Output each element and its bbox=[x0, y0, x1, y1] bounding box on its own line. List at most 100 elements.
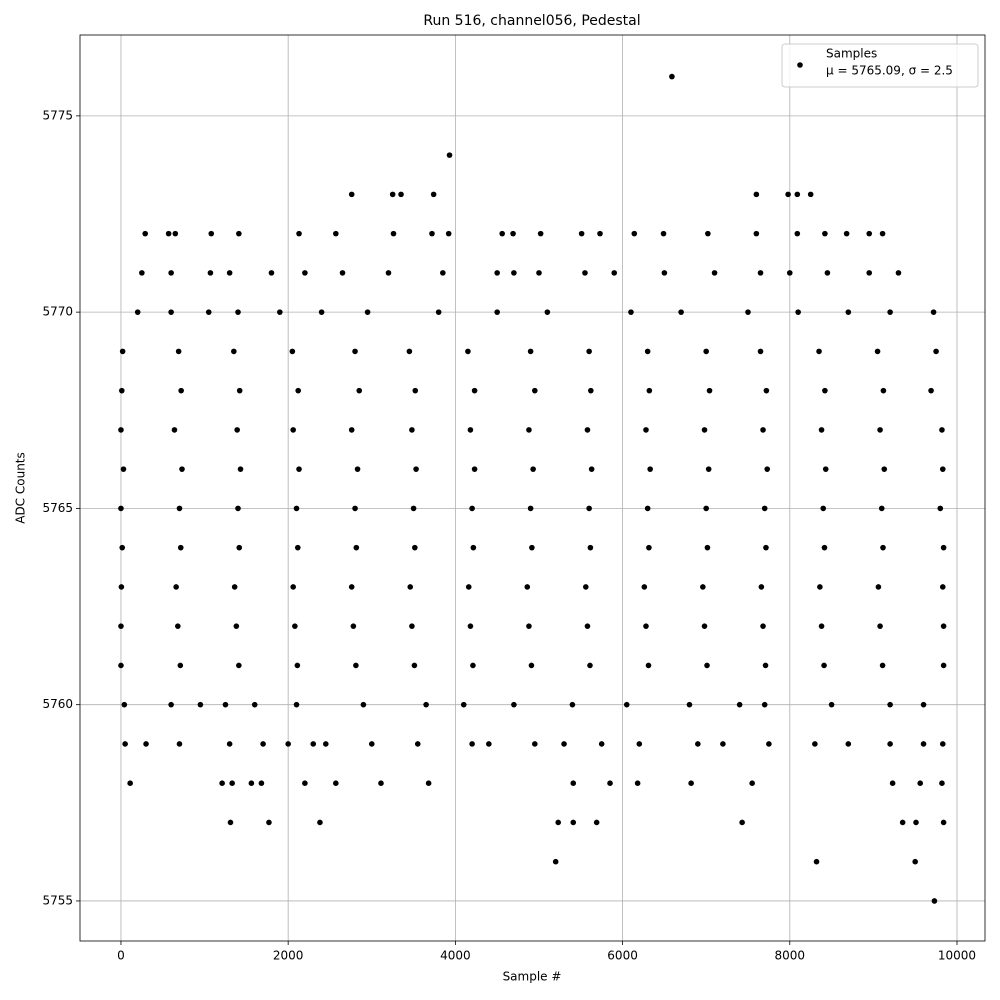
point bbox=[389, 191, 396, 198]
point bbox=[234, 427, 240, 433]
point bbox=[177, 544, 184, 551]
point bbox=[229, 780, 235, 786]
point bbox=[843, 230, 850, 237]
point bbox=[368, 741, 375, 747]
point bbox=[887, 741, 893, 747]
y-tick-label: 5775 bbox=[42, 108, 73, 122]
point bbox=[939, 466, 946, 472]
point bbox=[703, 348, 709, 355]
point bbox=[813, 858, 820, 865]
point bbox=[794, 191, 801, 198]
point bbox=[445, 230, 452, 237]
point bbox=[294, 662, 301, 669]
point bbox=[940, 623, 947, 629]
point bbox=[290, 584, 296, 590]
point bbox=[874, 348, 881, 355]
point bbox=[469, 741, 475, 747]
point bbox=[178, 387, 184, 394]
point bbox=[544, 309, 551, 315]
point bbox=[119, 387, 125, 394]
point bbox=[570, 819, 577, 826]
point bbox=[536, 270, 542, 276]
point bbox=[686, 701, 693, 708]
point bbox=[939, 780, 945, 786]
point bbox=[226, 741, 233, 747]
point bbox=[446, 152, 453, 158]
point bbox=[348, 427, 355, 433]
point bbox=[895, 270, 902, 276]
point bbox=[920, 741, 927, 747]
point bbox=[134, 309, 141, 315]
point bbox=[364, 309, 371, 315]
point bbox=[139, 270, 145, 276]
point bbox=[701, 623, 708, 629]
point bbox=[739, 819, 745, 826]
point bbox=[511, 701, 517, 708]
point bbox=[879, 230, 886, 237]
point bbox=[429, 230, 435, 237]
point bbox=[933, 348, 939, 355]
point bbox=[296, 466, 302, 472]
point bbox=[940, 544, 947, 551]
point bbox=[745, 309, 751, 315]
point bbox=[233, 623, 240, 629]
point bbox=[537, 230, 544, 237]
point bbox=[486, 741, 492, 747]
point bbox=[118, 662, 124, 669]
point bbox=[423, 701, 429, 708]
point bbox=[931, 898, 938, 904]
point bbox=[352, 505, 358, 512]
point bbox=[467, 623, 474, 629]
point bbox=[237, 466, 244, 472]
point bbox=[939, 741, 946, 747]
point bbox=[470, 662, 476, 669]
x-tick-label: 2000 bbox=[273, 949, 304, 963]
chart-title: Run 516, channel056, Pedestal bbox=[423, 13, 640, 29]
point bbox=[753, 230, 760, 237]
point bbox=[310, 741, 317, 747]
point bbox=[168, 309, 174, 315]
point bbox=[928, 387, 934, 394]
point bbox=[296, 230, 302, 237]
point bbox=[695, 741, 701, 747]
point bbox=[817, 584, 823, 590]
point bbox=[127, 780, 133, 786]
point bbox=[704, 662, 710, 669]
point bbox=[584, 623, 591, 629]
point bbox=[531, 387, 538, 394]
point bbox=[266, 819, 272, 826]
point bbox=[260, 741, 266, 747]
point bbox=[526, 623, 532, 629]
point bbox=[409, 427, 415, 433]
point bbox=[531, 741, 538, 747]
point bbox=[235, 309, 241, 315]
point bbox=[248, 780, 255, 786]
point bbox=[292, 623, 298, 629]
point bbox=[917, 780, 924, 786]
point bbox=[761, 505, 768, 512]
point bbox=[465, 584, 472, 590]
point bbox=[845, 741, 852, 747]
point bbox=[356, 387, 363, 394]
point bbox=[469, 505, 475, 512]
point bbox=[378, 780, 384, 786]
point bbox=[824, 270, 831, 276]
point bbox=[628, 309, 634, 315]
point bbox=[173, 584, 179, 590]
point bbox=[821, 662, 827, 669]
point bbox=[899, 819, 906, 826]
point bbox=[168, 270, 174, 276]
point bbox=[352, 348, 358, 355]
point bbox=[411, 662, 418, 669]
point bbox=[822, 387, 828, 394]
point bbox=[705, 466, 712, 472]
point bbox=[409, 623, 415, 629]
point bbox=[587, 662, 593, 669]
point bbox=[293, 701, 300, 708]
point bbox=[920, 701, 927, 708]
point bbox=[353, 662, 359, 669]
point bbox=[757, 270, 764, 276]
point bbox=[430, 191, 437, 198]
point bbox=[584, 427, 591, 433]
point bbox=[410, 505, 417, 512]
